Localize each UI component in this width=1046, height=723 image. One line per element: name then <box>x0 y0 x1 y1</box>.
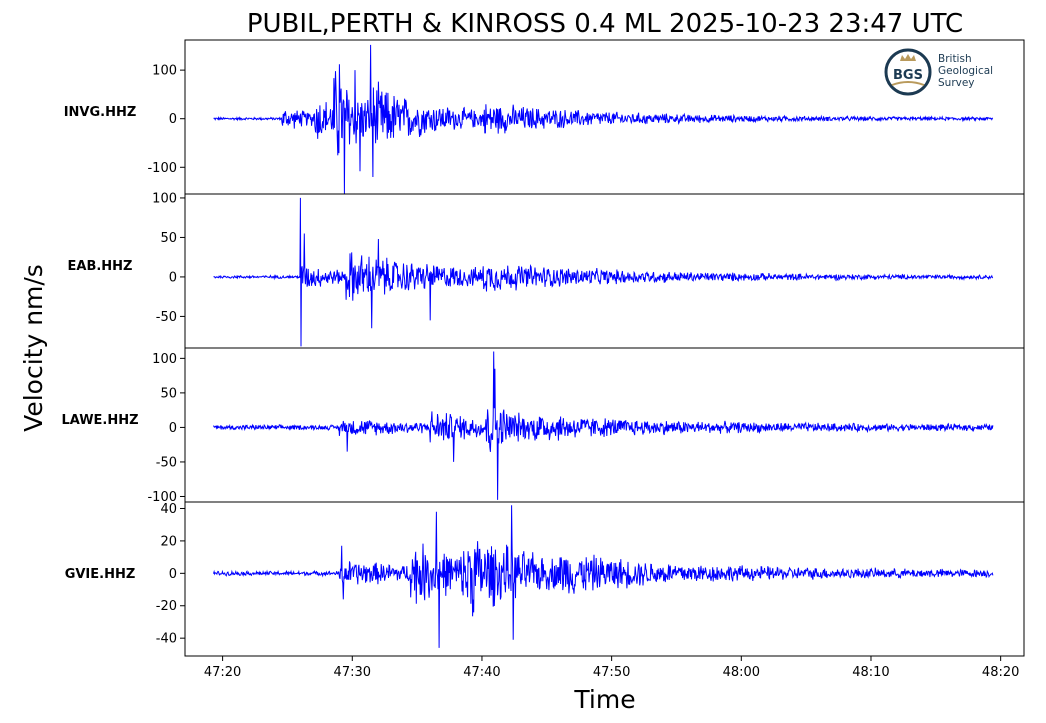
logo-line-3: Survey <box>938 77 975 89</box>
y-tick-label: 0 <box>169 421 177 436</box>
station-label: LAWE.HHZ <box>61 413 138 428</box>
chart-title: PUBIL,PERTH & KINROSS 0.4 ML 2025-10-23 … <box>247 9 963 39</box>
y-tick-label: 50 <box>160 386 177 401</box>
bgs-logo: BGS British Geological Survey <box>884 48 993 96</box>
y-tick-label: 0 <box>169 270 177 285</box>
y-tick-label: -50 <box>156 455 177 470</box>
trace-line <box>213 44 994 194</box>
panel-frame <box>184 193 1025 349</box>
logo-badge-text: BGS <box>893 68 923 83</box>
panel-frame <box>184 501 1025 657</box>
panel-gvie-hhz: 40 20 0 -20 -40 GVIE.HHZ <box>65 501 1025 657</box>
x-tick-label: 47:20 <box>204 665 241 680</box>
x-tick-label: 48:10 <box>852 665 889 680</box>
station-label: EAB.HHZ <box>68 259 133 274</box>
y-tick-label: 40 <box>160 502 177 517</box>
x-axis-label: Time <box>573 685 635 714</box>
y-tick-label: -20 <box>156 599 177 614</box>
x-tick-label: 48:20 <box>982 665 1019 680</box>
y-tick-label: 100 <box>152 64 177 79</box>
y-tick-label: 20 <box>160 534 177 549</box>
y-tick-label: 100 <box>152 191 177 206</box>
logo-line-2: Geological <box>938 65 993 77</box>
panel-eab-hhz: 100 50 0 -50 EAB.HHZ <box>68 191 1025 349</box>
y-tick-label: 100 <box>152 352 177 367</box>
logo-line-1: British <box>938 53 972 65</box>
y-axis-label: Velocity nm/s <box>19 264 48 432</box>
x-tick-label: 47:30 <box>334 665 371 680</box>
x-tick-label: 47:50 <box>593 665 630 680</box>
x-axis-ticks: 47:20 47:30 47:40 47:50 48:00 48:10 48:20 <box>204 656 1019 680</box>
x-tick-label: 48:00 <box>723 665 760 680</box>
panel-lawe-hhz: 100 50 0 -50 -100 LAWE.HHZ <box>61 347 1025 505</box>
trace-panels: 100 0 -100 INVG.HHZ 100 50 0 -50 EAB.HHZ 100 50 0 -5… <box>61 39 1025 657</box>
y-tick-label: -100 <box>147 490 177 505</box>
trace-line <box>213 505 994 648</box>
crown-icon <box>900 54 916 61</box>
logo-wave-icon <box>891 81 925 86</box>
y-tick-label: -100 <box>147 161 177 176</box>
y-tick-label: 0 <box>169 112 177 127</box>
trace-line <box>213 351 994 500</box>
y-tick-label: -50 <box>156 310 177 325</box>
y-tick-label: 50 <box>160 231 177 246</box>
station-label: INVG.HHZ <box>64 105 137 120</box>
panel-invg-hhz: 100 0 -100 INVG.HHZ <box>64 39 1025 195</box>
station-label: GVIE.HHZ <box>65 567 136 582</box>
y-tick-label: 0 <box>169 567 177 582</box>
trace-line <box>213 197 994 347</box>
x-tick-label: 47:40 <box>463 665 500 680</box>
y-tick-label: -40 <box>156 632 177 647</box>
